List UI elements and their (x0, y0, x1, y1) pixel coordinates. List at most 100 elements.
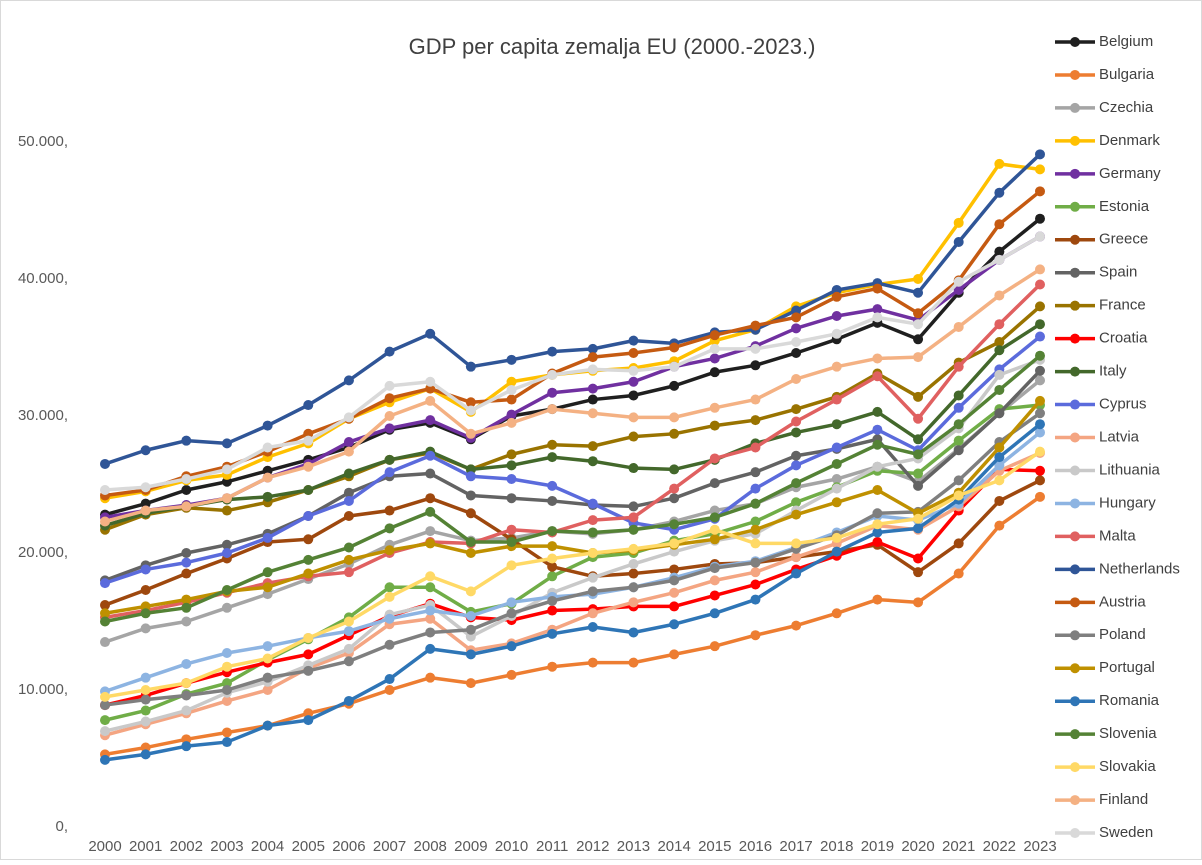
data-point (303, 511, 314, 522)
data-point (506, 560, 517, 571)
data-point (750, 630, 761, 641)
data-point (587, 408, 598, 419)
data-point (140, 498, 151, 509)
data-point (1035, 279, 1045, 290)
data-point (669, 575, 680, 586)
data-point (547, 553, 558, 564)
data-point (750, 343, 761, 354)
data-point (831, 474, 842, 485)
data-point (913, 274, 924, 284)
series-line (104, 335, 1042, 585)
data-point (994, 460, 1005, 471)
data-point (953, 538, 964, 549)
data-point (587, 343, 598, 354)
data-point (140, 601, 151, 612)
data-point (425, 468, 436, 479)
series-line (104, 235, 1041, 492)
data-point (953, 361, 964, 372)
data-point (831, 546, 842, 557)
legend-label: Denmark (1099, 132, 1160, 149)
data-point (181, 435, 192, 446)
data-point (506, 524, 517, 535)
data-point (425, 415, 436, 426)
data-point (791, 416, 802, 427)
data-point (953, 419, 964, 430)
legend-label: Austria (1099, 593, 1146, 610)
data-point (140, 445, 151, 456)
data-point (709, 478, 720, 489)
data-point (343, 468, 354, 479)
data-point (384, 346, 395, 357)
data-point (791, 538, 802, 549)
data-point (1035, 475, 1045, 486)
data-point (506, 474, 517, 485)
legend-marker (1070, 762, 1080, 773)
data-point (1035, 395, 1045, 406)
data-point (872, 439, 883, 450)
data-point (506, 537, 517, 548)
data-point (628, 657, 639, 668)
data-point (913, 334, 924, 345)
data-point (343, 437, 354, 448)
data-point (140, 608, 151, 619)
x-tick-label: 2017 (779, 838, 812, 855)
data-point (547, 628, 558, 639)
data-point (465, 508, 476, 519)
y-tick-label: 20.000, (18, 544, 68, 561)
data-point (221, 678, 232, 689)
data-point (669, 519, 680, 530)
data-point (750, 579, 761, 590)
data-point (994, 158, 1005, 169)
data-point (1035, 365, 1045, 376)
x-tick-label: 2019 (861, 838, 894, 855)
data-point (872, 508, 883, 519)
data-point (669, 587, 680, 598)
legend-marker (1070, 630, 1080, 641)
data-point (994, 219, 1005, 230)
data-point (343, 554, 354, 565)
data-point (384, 582, 395, 593)
data-point (669, 649, 680, 660)
data-point (384, 505, 395, 516)
data-point (425, 605, 436, 616)
data-point (221, 737, 232, 748)
data-point (384, 674, 395, 685)
data-point (628, 582, 639, 593)
data-point (343, 412, 354, 423)
data-point (221, 685, 232, 695)
data-point (587, 527, 598, 538)
legend-marker (1070, 69, 1080, 80)
data-point (709, 590, 720, 601)
data-point (587, 498, 598, 509)
data-point (506, 669, 517, 680)
legend-label: Netherlands (1099, 560, 1180, 577)
data-point (872, 304, 883, 315)
legend-label: Cyprus (1099, 396, 1147, 413)
series-line (104, 358, 1041, 733)
data-point (750, 415, 761, 426)
data-point (343, 375, 354, 386)
data-point (709, 641, 720, 652)
data-point (181, 484, 192, 495)
data-point (221, 493, 232, 504)
data-point (791, 450, 802, 461)
data-point (628, 365, 639, 376)
data-point (547, 387, 558, 398)
x-tick-label: 2023 (1023, 838, 1056, 855)
legend-label: Latvia (1099, 428, 1140, 445)
data-point (425, 571, 436, 582)
data-point (913, 434, 924, 445)
data-point (872, 537, 883, 548)
data-point (1035, 149, 1045, 160)
data-point (872, 527, 883, 538)
data-point (384, 393, 395, 404)
legend-marker (1070, 267, 1080, 278)
data-point (425, 450, 436, 461)
data-point (709, 524, 720, 535)
legend-label: Sweden (1099, 824, 1153, 841)
data-point (709, 330, 720, 341)
data-point (506, 394, 517, 405)
data-point (465, 678, 476, 689)
data-point (750, 594, 761, 605)
